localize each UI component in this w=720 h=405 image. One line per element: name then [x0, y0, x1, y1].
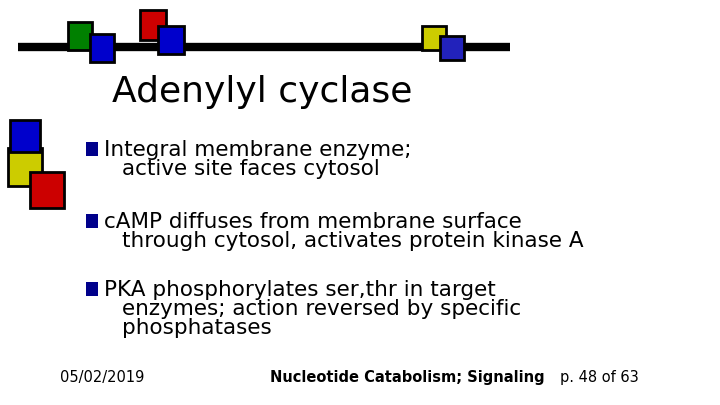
Text: Integral membrane enzyme;: Integral membrane enzyme;: [104, 140, 412, 160]
Bar: [440, 36, 464, 60]
Bar: [86, 214, 98, 228]
Text: cAMP diffuses from membrane surface: cAMP diffuses from membrane surface: [104, 212, 522, 232]
Bar: [158, 26, 184, 54]
Bar: [86, 282, 98, 296]
Text: phosphatases: phosphatases: [122, 318, 271, 338]
Text: 05/02/2019: 05/02/2019: [60, 370, 145, 385]
Text: active site faces cytosol: active site faces cytosol: [122, 159, 379, 179]
Bar: [68, 22, 92, 50]
Bar: [90, 34, 114, 62]
Bar: [30, 172, 64, 208]
Text: enzymes; action reversed by specific: enzymes; action reversed by specific: [122, 299, 521, 319]
Bar: [86, 142, 98, 156]
Bar: [140, 10, 166, 40]
Text: p. 48 of 63: p. 48 of 63: [560, 370, 639, 385]
Bar: [422, 26, 446, 50]
Text: Adenylyl cyclase: Adenylyl cyclase: [112, 75, 413, 109]
Text: PKA phosphorylates ser,thr in target: PKA phosphorylates ser,thr in target: [104, 280, 496, 300]
Bar: [10, 120, 40, 152]
Bar: [8, 148, 42, 186]
Text: Nucleotide Catabolism; Signaling: Nucleotide Catabolism; Signaling: [270, 370, 544, 385]
Text: through cytosol, activates protein kinase A: through cytosol, activates protein kinas…: [122, 231, 584, 251]
